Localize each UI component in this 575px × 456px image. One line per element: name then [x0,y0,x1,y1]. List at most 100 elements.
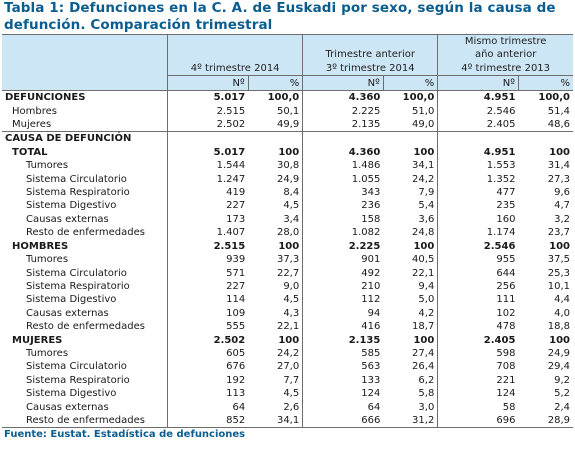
percent-cell: 100,0 [402,92,435,104]
percent-cell: 24,8 [412,227,435,239]
table-row: Sistema Respiratorio 192 7,7 133 6,2 221 9,2 [2,373,573,388]
count-cell: 478 [437,320,519,334]
percent-cell: 5,8 [418,388,435,400]
row-label: Resto de enfermedades [26,227,145,239]
count-cell: 1.082 [302,226,384,240]
percent-cell: 4,5 [283,294,300,306]
group-header-row: MUJERES 2.502 100 2.135 100 2.405 100 [2,333,573,347]
percent-cell: 100 [278,240,300,252]
percent-cell: 31,4 [547,160,570,172]
row-label: Sistema Circulatorio [26,361,127,373]
pct-header: % [247,75,303,92]
percent-cell: 28,9 [518,413,573,429]
table-row: Sistema Respiratorio 227 9,0 210 9,4 256 10,1 [2,279,573,294]
percent-cell: 23,7 [547,227,570,239]
causa-section: CAUSA DE DEFUNCIÓN TOTAL 5.017 100 4.360 100 4… [2,131,573,429]
blank-cell [248,131,303,146]
percent-cell: 100 [549,334,570,346]
row-label: Sistema Digestivo [26,294,117,306]
count-cell: 94 [302,306,384,321]
count-cell: 235 [437,199,519,213]
percent-cell: 8,4 [283,187,300,199]
percent-cell: 37,5 [547,254,570,266]
percent-cell: 100,0 [267,92,300,104]
n-header: Nº [302,75,384,92]
count-cell: 256 [437,279,519,294]
percent-cell: 27,0 [276,361,300,373]
percent-cell: 100 [549,240,570,252]
table-row: Resto de enfermedades 555 22,1 416 18,7 478 18… [2,320,573,334]
percent-cell: 7,9 [418,187,435,199]
count-cell: 571 [167,266,249,280]
count-cell: 2.502 [167,333,249,347]
count-cell: 114 [167,293,249,307]
row-label: Resto de enfermedades [26,321,145,333]
percent-cell: 4,2 [418,307,435,319]
percent-cell: 2,4 [554,401,570,413]
count-cell: 2.225 [302,239,384,254]
count-cell: 124 [302,387,384,401]
count-cell: 133 [302,373,384,388]
percent-cell: 50,1 [276,105,300,117]
count-cell: 109 [167,306,249,321]
count-cell: 343 [302,186,384,200]
count-cell: 2.546 [437,239,519,254]
table-row: Sistema Respiratorio 419 8,4 343 7,9 477 9,6 [2,186,573,200]
percent-cell: 22,7 [276,267,300,279]
percent-cell: 100 [413,334,435,346]
blank-cell [302,131,384,146]
table-row: Tumores 1.544 30,8 1.486 34,1 1.553 31,4 [2,159,573,173]
row-label: Hombres [12,105,57,117]
row-label: HOMBRES [12,240,69,252]
causa-header-row: CAUSA DE DEFUNCIÓN [2,131,573,146]
count-cell: 492 [302,266,384,280]
count-cell: 852 [167,413,249,429]
percent-cell: 3,2 [554,213,570,225]
row-label: Sistema Respiratorio [26,280,130,292]
percent-cell: 24,2 [412,173,435,185]
percent-cell: 5,0 [418,294,435,306]
count-cell: 4.360 [302,90,384,105]
row-label: Causas externas [26,307,109,319]
table-row: Sistema Digestivo 227 4,5 236 5,4 235 4,7 [2,199,573,213]
count-cell: 939 [167,253,249,267]
count-cell: 585 [302,346,384,361]
row-label: Sistema Respiratorio [26,374,130,386]
count-cell: 555 [167,320,249,334]
title-line-1: Tabla 1: Defunciones en la C. A. de Eusk… [4,0,556,16]
causa-label: CAUSA DE DEFUNCIÓN [2,131,168,146]
header-blank-2 [2,75,168,92]
count-cell: 477 [437,186,519,200]
count-cell: 2.225 [302,104,384,119]
pct-header: % [382,75,438,92]
row-label: Tumores [26,160,69,172]
blank-cell [437,131,519,146]
table-row: Sistema Circulatorio 676 27,0 563 26,4 708 29,… [2,360,573,374]
row-label: Sistema Digestivo [26,200,117,212]
percent-cell: 22,1 [276,321,300,333]
percent-cell: 51,0 [412,105,435,117]
col-header-3t2014: Trimestre anterior 3º trimestre 2014 [302,33,438,76]
percent-cell: 4,7 [554,200,570,212]
percent-cell: 25,3 [547,267,570,279]
percent-cell: 10,1 [547,280,570,292]
count-cell: 4.951 [437,145,519,160]
percent-cell: 24,2 [276,347,300,359]
count-cell: 58 [437,400,519,414]
count-cell: 1.247 [167,172,249,187]
percent-cell: 4,0 [554,307,570,319]
count-cell: 1.544 [167,159,249,173]
row-label: Resto de enfermedades [2,413,168,429]
percent-cell: 100 [278,334,300,346]
percent-cell: 48,6 [547,119,570,131]
count-cell: 64 [167,400,249,414]
blank-cell [518,131,573,146]
percent-cell: 100 [413,240,435,252]
percent-cell: 4,5 [283,388,300,400]
percent-cell: 24,9 [276,173,300,185]
count-cell: 2.546 [437,104,519,119]
blank-cell [383,131,438,146]
count-cell: 598 [437,346,519,361]
count-cell: 192 [167,373,249,388]
row-label: TOTAL [12,146,48,158]
